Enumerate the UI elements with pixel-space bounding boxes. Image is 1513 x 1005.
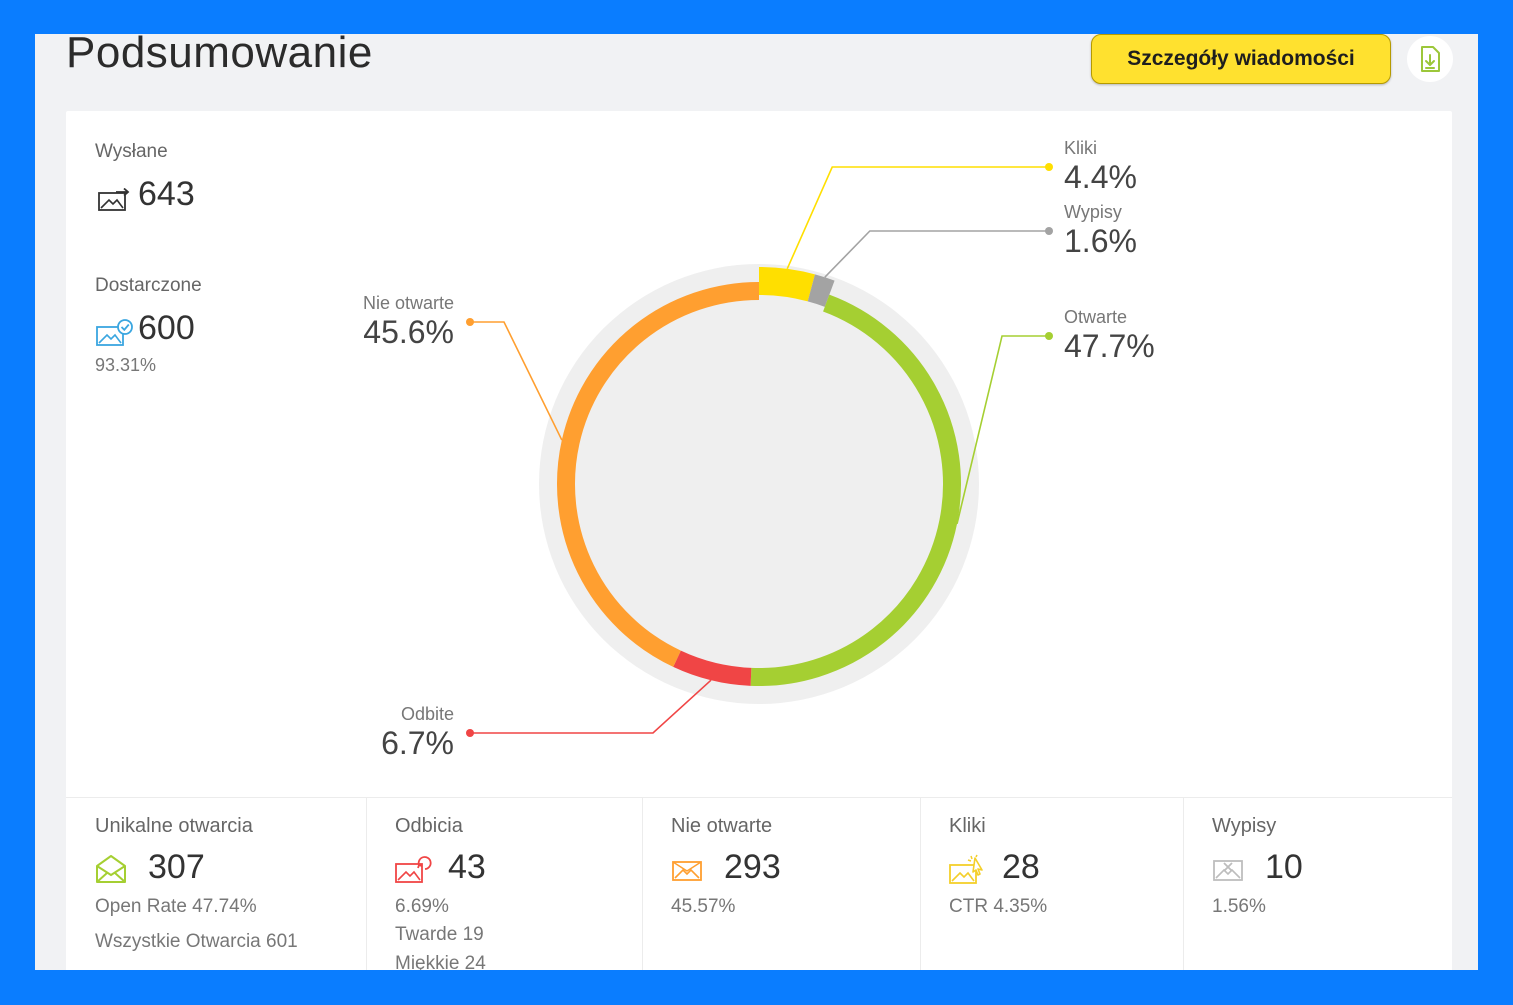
message-details-button[interactable]: Szczegóły wiadomości [1091, 34, 1391, 84]
leader-dot [1045, 163, 1053, 171]
chart-backdrop [539, 264, 979, 704]
delivered-label: Dostarczone [95, 275, 202, 296]
stat-value: 28 [1002, 848, 1040, 886]
stat-title: Wypisy [1212, 815, 1277, 837]
stat-value: 307 [148, 848, 205, 886]
stat-line: 6.69% [395, 896, 449, 917]
file-download-icon [1421, 46, 1440, 72]
download-button[interactable] [1407, 36, 1453, 82]
leader-line [470, 321, 563, 441]
donut-slice-otwarte [750, 294, 961, 686]
leader-line [956, 335, 1049, 525]
donut-slice-kliki [758, 267, 815, 302]
stat-line: 1.56% [1212, 896, 1266, 917]
slice-label: Odbite [401, 704, 454, 724]
leader-dot [1045, 332, 1053, 340]
stat-value: 293 [724, 848, 781, 886]
slice-value: 47.7% [1064, 328, 1155, 364]
mail-click-icon [949, 854, 983, 884]
stats-row: Unikalne otwarcia 307 Open Rate 47.74% W… [66, 797, 1452, 970]
stat-line: 45.57% [671, 896, 736, 917]
slice-label: Nie otwarte [363, 293, 454, 313]
stat-clicks: Kliki 28 CTR 4.35% [920, 798, 1184, 970]
leader-dot [1045, 227, 1053, 235]
stat-title: Odbicia [395, 815, 463, 837]
page-title: Podsumowanie [66, 34, 373, 77]
stat-line: Wszystkie Otwarcia 601 [95, 931, 298, 952]
sent-label: Wysłane [95, 141, 168, 162]
stat-line: Open Rate 47.74% [95, 896, 257, 917]
mail-unopened-icon [672, 861, 702, 881]
leader-line [470, 679, 712, 734]
slice-value: 4.4% [1064, 159, 1137, 195]
slice-label: Wypisy [1064, 202, 1122, 222]
mail-bounce-icon [395, 856, 432, 883]
slice-label: Kliki [1064, 138, 1097, 158]
sent-value: 643 [138, 175, 195, 213]
slice-label: Otwarte [1064, 307, 1127, 327]
donut-slice-nie-otwarte [557, 282, 760, 667]
leader-dot [466, 729, 474, 737]
stat-line: Miękkie 24 [395, 953, 486, 970]
stat-line: Twarde 19 [395, 924, 484, 945]
slice-value: 6.7% [381, 725, 454, 761]
mail-unsubscribe-icon [1213, 860, 1243, 881]
summary-panel: Podsumowanie Szczegóły wiadomości Wysłan… [35, 34, 1478, 970]
stat-line: CTR 4.35% [949, 896, 1048, 917]
stat-bounces: Odbicia 43 6.69% Twarde 19 Miękkie 24 [366, 798, 643, 970]
stat-unique-opens: Unikalne otwarcia 307 Open Rate 47.74% W… [66, 798, 367, 970]
donut-slice-odbite [673, 650, 752, 686]
mail-delivered-icon [96, 319, 133, 346]
mail-open-icon [96, 855, 126, 883]
stat-unsubscribes: Wypisy 10 1.56% [1183, 798, 1452, 970]
stat-unopened: Nie otwarte 293 45.57% [642, 798, 921, 970]
summary-card: Wysłane 643 Dostarczone 600 93.31% Kliki… [66, 111, 1452, 970]
stat-value: 10 [1265, 848, 1303, 886]
slice-value: 45.6% [363, 314, 454, 350]
mail-sent-icon [98, 188, 130, 211]
stat-title: Unikalne otwarcia [95, 815, 253, 837]
leader-dot [466, 318, 474, 326]
delivered-value: 600 [138, 309, 195, 347]
stat-title: Nie otwarte [671, 815, 773, 837]
leader-line [786, 166, 1049, 270]
stat-value: 43 [448, 848, 486, 886]
donut-slice-wypisy [807, 274, 835, 307]
leader-line [824, 230, 1049, 278]
stat-title: Kliki [949, 815, 986, 837]
slice-value: 1.6% [1064, 223, 1137, 259]
delivered-percent: 93.31% [95, 355, 157, 375]
